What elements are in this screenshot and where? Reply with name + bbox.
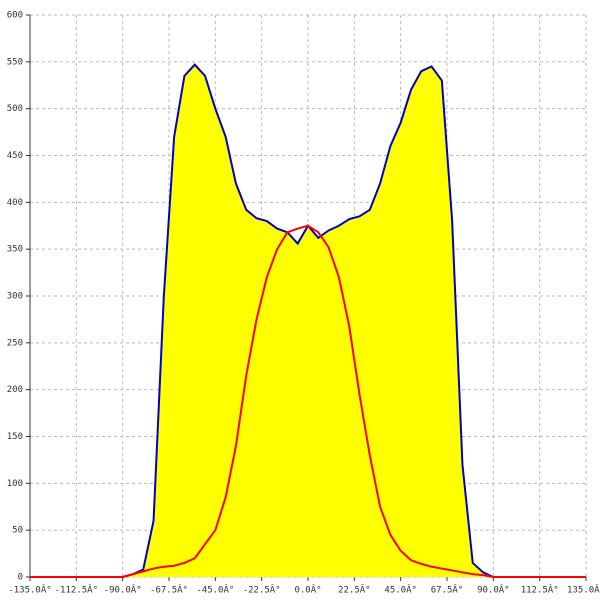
y-tick-label: 400	[7, 198, 23, 208]
x-tick-label: 22.5Â°	[338, 584, 371, 596]
y-tick-label: 500	[7, 104, 23, 114]
y-tick-label: 50	[12, 526, 23, 536]
y-tick-label: 150	[7, 432, 23, 442]
line	[30, 224, 586, 578]
y-tick-label: 250	[7, 338, 23, 348]
x-tick-label: -67.5Â°	[150, 584, 188, 596]
x-tick-label: 0.0Â°	[294, 584, 321, 596]
x-tick-label: 90.0Â°	[477, 584, 510, 596]
x-tick-label: -135.0Â°	[8, 584, 51, 596]
y-tick-label: 450	[7, 151, 23, 161]
y-tick-label: 200	[7, 385, 23, 395]
y-tick-label: 550	[7, 57, 23, 67]
x-tick-label: 67.5Â°	[431, 584, 464, 596]
y-tick-label: 600	[7, 11, 23, 21]
x-tick-label: -112.5Â°	[55, 584, 98, 596]
x-tick-label: 45.0Â°	[384, 584, 417, 596]
x-tick-label: -22.5Â°	[243, 584, 281, 596]
area	[30, 64, 586, 578]
y-tick-label: 300	[7, 292, 23, 302]
y-tick-label: 0	[18, 573, 23, 583]
y-tick-label: 100	[7, 479, 23, 489]
y-tick-label: 350	[7, 245, 23, 255]
x-tick-label: 112.5Â°	[521, 584, 559, 596]
x-tick-label: -90.0Â°	[104, 584, 142, 596]
x-tick-label: -45.0Â°	[196, 584, 234, 596]
x-tick-label: 135.0Â°	[567, 584, 600, 596]
